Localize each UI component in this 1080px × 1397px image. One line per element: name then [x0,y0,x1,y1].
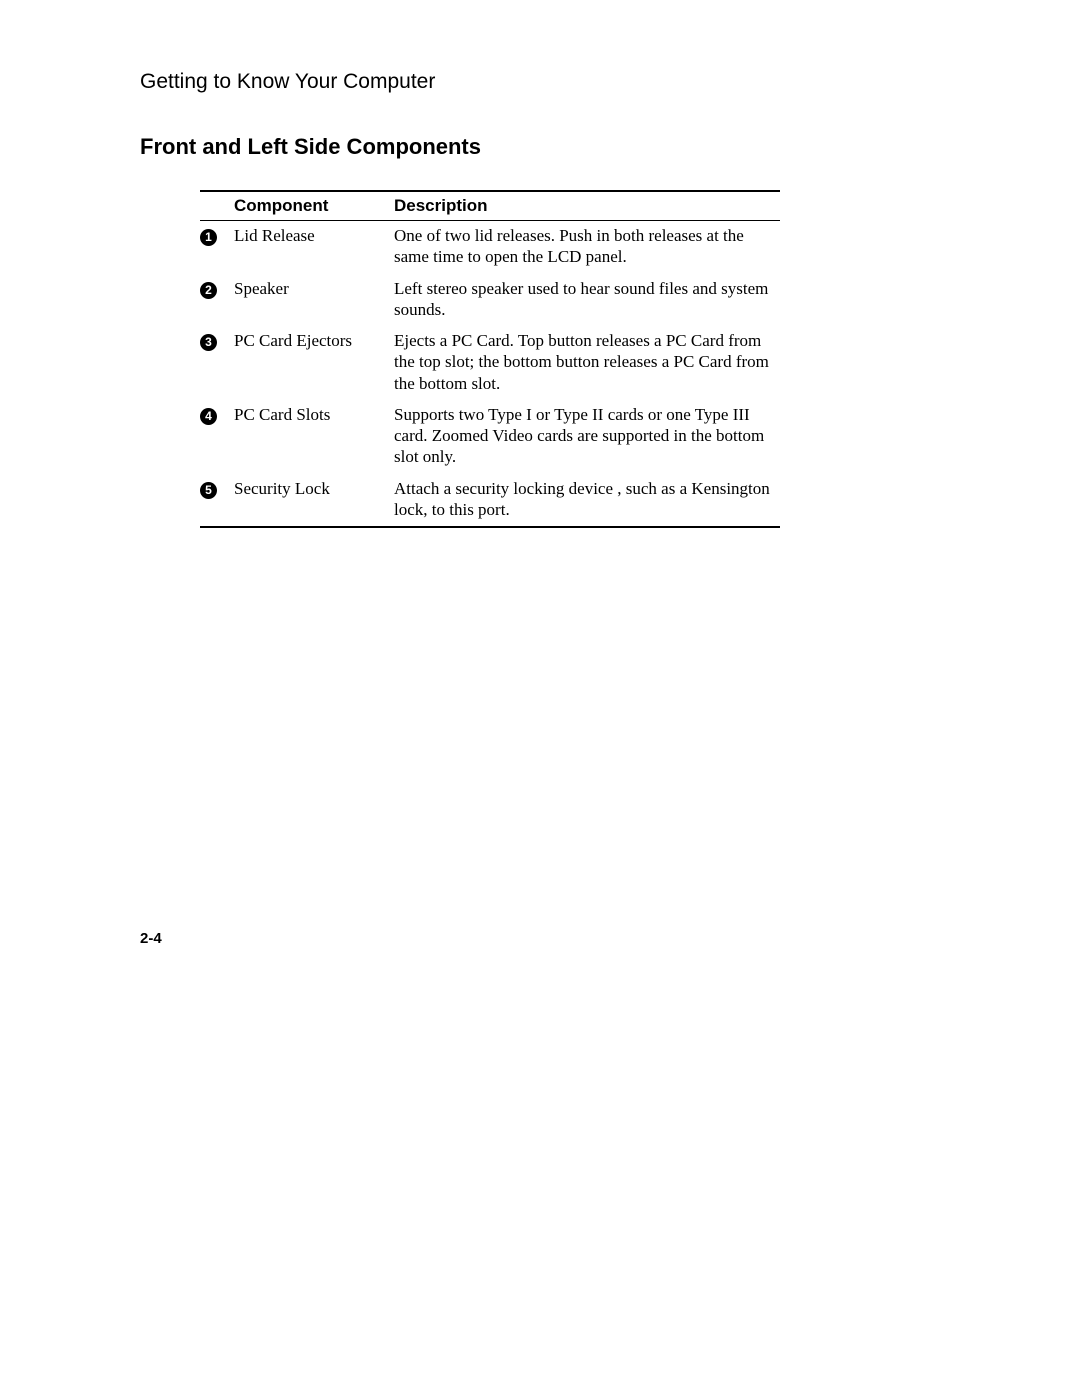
row-description-cell: One of two lid releases. Push in both re… [394,221,780,274]
row-number-cell: 4 [200,400,234,474]
components-table: Component Description 1 Lid Release One … [200,190,780,528]
row-number-cell: 3 [200,326,234,400]
row-number-cell: 1 [200,221,234,274]
number-bullet-icon: 2 [200,282,217,299]
table-header-description: Description [394,191,780,221]
table-header-blank [200,191,234,221]
number-bullet-icon: 3 [200,334,217,351]
row-number-cell: 2 [200,274,234,327]
row-description-cell: Left stereo speaker used to hear sound f… [394,274,780,327]
table-header-component: Component [234,191,394,221]
number-bullet-icon: 4 [200,408,217,425]
table-row: 5 Security Lock Attach a security lockin… [200,474,780,528]
number-bullet-icon: 5 [200,482,217,499]
table-header-row: Component Description [200,191,780,221]
row-component-cell: Speaker [234,274,394,327]
row-number-cell: 5 [200,474,234,528]
table-row: 2 Speaker Left stereo speaker used to he… [200,274,780,327]
number-bullet-icon: 1 [200,229,217,246]
section-title: Front and Left Side Components [140,134,940,160]
row-component-cell: PC Card Slots [234,400,394,474]
table-row: 1 Lid Release One of two lid releases. P… [200,221,780,274]
row-description-cell: Attach a security locking device , such … [394,474,780,528]
table-row: 4 PC Card Slots Supports two Type I or T… [200,400,780,474]
row-component-cell: Security Lock [234,474,394,528]
row-description-cell: Supports two Type I or Type II cards or … [394,400,780,474]
row-description-cell: Ejects a PC Card. Top button releases a … [394,326,780,400]
row-component-cell: Lid Release [234,221,394,274]
document-page: Getting to Know Your Computer Front and … [0,0,1080,1397]
chapter-title: Getting to Know Your Computer [140,70,940,94]
table-row: 3 PC Card Ejectors Ejects a PC Card. Top… [200,326,780,400]
page-number: 2-4 [140,930,162,947]
row-component-cell: PC Card Ejectors [234,326,394,400]
